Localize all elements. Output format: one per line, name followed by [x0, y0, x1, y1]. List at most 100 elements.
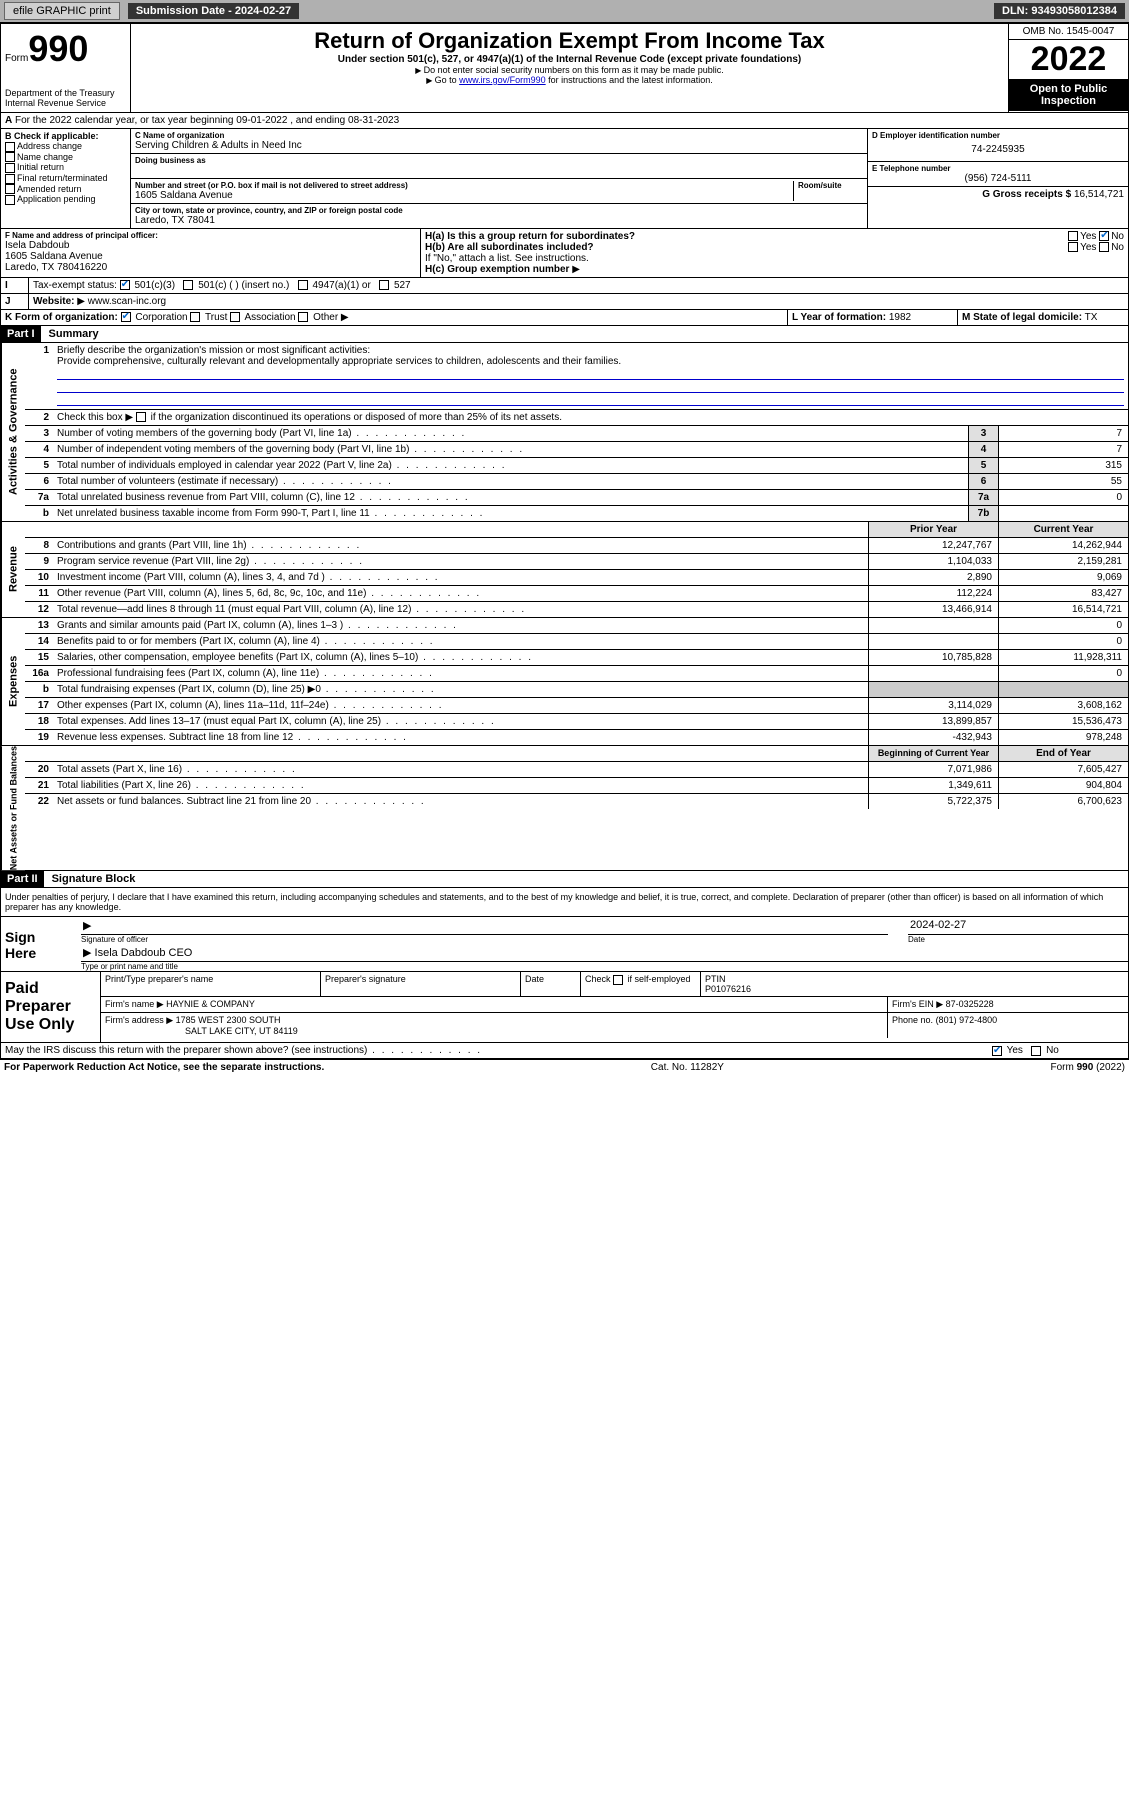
identity-block: B Check if applicable: Address change Na… — [0, 129, 1129, 229]
prep-date-header: Date — [521, 972, 581, 996]
hb-note: If "No," attach a list. See instructions… — [425, 253, 1124, 264]
year-block: OMB No. 1545-0047 2022 Open to Public In… — [1008, 24, 1128, 112]
box-de: D Employer identification number74-22459… — [868, 129, 1128, 228]
prior-year-header: Prior Year — [868, 522, 998, 537]
chk-501c[interactable] — [183, 280, 193, 290]
state-domicile: TX — [1085, 312, 1098, 323]
firm-addr1: 1785 WEST 2300 SOUTH — [176, 1015, 281, 1025]
website-value: www.scan-inc.org — [88, 296, 166, 307]
line-6: 6Total number of volunteers (estimate if… — [25, 474, 1128, 490]
officer-name: Isela Dabdoub — [5, 240, 416, 251]
chk-address-change[interactable]: Address change — [5, 141, 126, 152]
chk-527[interactable] — [379, 280, 389, 290]
net-assets-section: Net Assets or Fund Balances Beginning of… — [0, 746, 1129, 871]
klm-row: K Form of organization: Corporation Trus… — [0, 310, 1129, 326]
ein-value: 74-2245935 — [872, 140, 1124, 159]
irs-link[interactable]: www.irs.gov/Form990 — [459, 75, 546, 85]
end-year-header: End of Year — [998, 746, 1128, 761]
line-14: 14Benefits paid to or for members (Part … — [25, 634, 1128, 650]
line-12: 12Total revenue—add lines 8 through 11 (… — [25, 602, 1128, 617]
org-city: Laredo, TX 78041 — [135, 215, 863, 226]
title-block: Return of Organization Exempt From Incom… — [131, 24, 1008, 112]
ein-label: D Employer identification number — [872, 131, 1124, 140]
line-5: 5Total number of individuals employed in… — [25, 458, 1128, 474]
chk-assoc[interactable] — [230, 312, 240, 322]
form-title: Return of Organization Exempt From Incom… — [135, 28, 1004, 54]
current-year-header: Current Year — [998, 522, 1128, 537]
form-header: Form990 Department of the Treasury Inter… — [0, 23, 1129, 113]
chk-trust[interactable] — [190, 312, 200, 322]
officer-signed-name: Isela Dabdoub CEO — [95, 947, 193, 959]
org-name-label: C Name of organization — [135, 131, 863, 140]
city-label: City or town, state or province, country… — [135, 206, 863, 215]
prep-selfemp: Check if self-employed — [581, 972, 701, 996]
org-address: 1605 Saldana Avenue — [135, 190, 793, 201]
ptin-value: P01076216 — [705, 984, 751, 994]
room-label: Room/suite — [798, 181, 863, 190]
line-a: A For the 2022 calendar year, or tax yea… — [0, 113, 1129, 129]
chk-discuss-yes[interactable] — [992, 1046, 1002, 1056]
chk-corp[interactable] — [121, 312, 131, 322]
chk-final-return[interactable]: Final return/terminated — [5, 173, 126, 184]
sign-here-label: Sign Here — [1, 919, 61, 971]
gross-receipts-value: 16,514,721 — [1074, 189, 1124, 200]
ha-row: H(a) Is this a group return for subordin… — [425, 231, 1124, 242]
chk-application-pending[interactable]: Application pending — [5, 194, 126, 205]
line-18: 18Total expenses. Add lines 13–17 (must … — [25, 714, 1128, 730]
sig-date-label: Date — [908, 935, 1128, 944]
discuss-row: May the IRS discuss this return with the… — [0, 1043, 1129, 1059]
governance-section: Activities & Governance 1Briefly describ… — [0, 343, 1129, 522]
chk-name-change[interactable]: Name change — [5, 152, 126, 163]
chk-4947[interactable] — [298, 280, 308, 290]
sidebar-net-assets: Net Assets or Fund Balances — [1, 746, 25, 870]
mission-text: Provide comprehensive, culturally releva… — [57, 356, 621, 367]
prep-sig-header: Preparer's signature — [321, 972, 521, 996]
firm-phone: (801) 972-4800 — [936, 1015, 998, 1025]
efile-print-button[interactable]: efile GRAPHIC print — [4, 2, 120, 20]
chk-other[interactable] — [298, 312, 308, 322]
box-b-header: B Check if applicable: — [5, 131, 126, 141]
sign-here-block: Sign Here ▶2024-02-27 Signature of offic… — [0, 917, 1129, 972]
phone-value: (956) 724-5111 — [872, 173, 1124, 184]
firm-ein: 87-0325228 — [946, 999, 994, 1009]
chk-discontinued[interactable] — [136, 412, 146, 422]
chk-discuss-no[interactable] — [1031, 1046, 1041, 1056]
footer-left: For Paperwork Reduction Act Notice, see … — [4, 1062, 324, 1073]
line-9: 9Program service revenue (Part VIII, lin… — [25, 554, 1128, 570]
submission-date: Submission Date - 2024-02-27 — [128, 3, 299, 19]
chk-501c3[interactable] — [120, 280, 130, 290]
begin-year-header: Beginning of Current Year — [868, 746, 998, 761]
firm-addr2: SALT LAKE CITY, UT 84119 — [185, 1026, 298, 1036]
sign-date: 2024-02-27 — [910, 919, 966, 931]
phone-label: E Telephone number — [872, 164, 1124, 173]
open-to-public: Open to Public Inspection — [1009, 79, 1128, 111]
tax-year: 2022 — [1009, 40, 1128, 79]
instruction-ssn: Do not enter social security numbers on … — [135, 65, 1004, 75]
chk-amended-return[interactable]: Amended return — [5, 184, 126, 195]
paid-preparer-label: Paid Preparer Use Only — [1, 972, 101, 1042]
form-word: Form — [5, 53, 28, 64]
line-11: 11Other revenue (Part VIII, column (A), … — [25, 586, 1128, 602]
sidebar-revenue: Revenue — [1, 522, 25, 617]
prep-name-header: Print/Type preparer's name — [101, 972, 321, 996]
ptin-label: PTIN — [705, 974, 726, 984]
line-15: 15Salaries, other compensation, employee… — [25, 650, 1128, 666]
paid-preparer-block: Paid Preparer Use Only Print/Type prepar… — [0, 972, 1129, 1043]
chk-initial-return[interactable]: Initial return — [5, 162, 126, 173]
fgh-row: F Name and address of principal officer:… — [0, 229, 1129, 278]
part2-header: Part IISignature Block — [0, 871, 1129, 888]
line-3: 3Number of voting members of the governi… — [25, 426, 1128, 442]
gross-receipts-label: G Gross receipts $ — [982, 189, 1071, 200]
form-id-block: Form990 Department of the Treasury Inter… — [1, 24, 131, 112]
part1-header: Part ISummary — [0, 326, 1129, 343]
irs-label: Internal Revenue Service — [5, 98, 126, 108]
line-16a: 16aProfessional fundraising fees (Part I… — [25, 666, 1128, 682]
revenue-section: Revenue Prior YearCurrent Year 8Contribu… — [0, 522, 1129, 618]
hc-row: H(c) Group exemption number ▶ — [425, 264, 1124, 275]
expenses-section: Expenses 13Grants and similar amounts pa… — [0, 618, 1129, 746]
officer-addr2: Laredo, TX 780416220 — [5, 262, 416, 273]
form-number: 990 — [28, 28, 88, 69]
line-19: 19Revenue less expenses. Subtract line 1… — [25, 730, 1128, 745]
line-7a: 7aTotal unrelated business revenue from … — [25, 490, 1128, 506]
chk-self-employed[interactable] — [613, 975, 623, 985]
